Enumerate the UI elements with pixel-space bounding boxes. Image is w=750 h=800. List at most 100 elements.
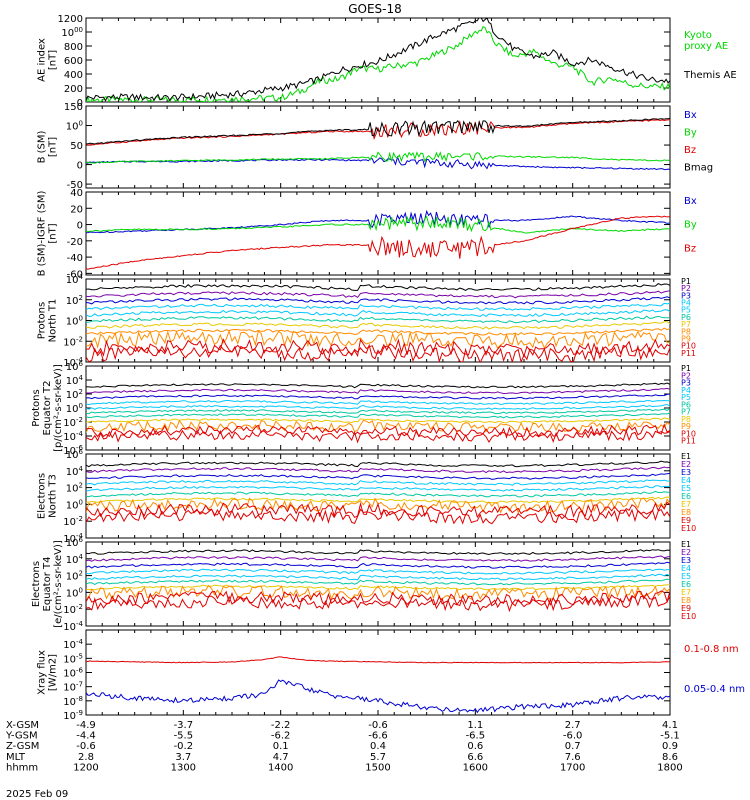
legend-label: By [684,128,697,139]
y-tick-label: -60 [67,269,83,280]
series-line-p7 [86,321,670,330]
y-tick-label: 10-4 [63,532,83,545]
y-tick-label: 102 [66,570,83,583]
y-tick-label: 10-4 [63,430,83,443]
y-tick-label: 10-4 [63,620,83,633]
y-tick-label: 100 [66,586,83,599]
plot-area [86,382,670,444]
y-tick-label: 10-5 [63,652,83,665]
plot-area [86,460,670,525]
series-legend-label: P9 [681,334,691,343]
y-tick-label: 1000 [61,26,83,39]
row-value: -6.0 [563,731,583,742]
row-value: -0.6 [76,741,96,752]
series-line-p2 [86,387,670,395]
row-value: -6.2 [271,731,291,742]
series-line-p4 [86,399,670,406]
row-value: -5.5 [174,731,194,742]
y-tick-label: 104 [66,273,84,286]
y-axis-label: Xray flux [37,650,48,695]
series-line-p11 [86,429,670,444]
series-legend-label: P7 [681,320,691,329]
series-legend-label: E4 [681,564,691,573]
y-tick-label: 104 [66,374,84,387]
series-legend-label: P3 [681,379,691,388]
legend-label: 0.1-0.8 nm [684,644,739,655]
series-legend-label: P1 [681,277,691,286]
panel-frame [85,453,671,539]
series-legend-label: P4 [681,299,691,308]
series-line-p11 [86,343,670,362]
series-legend-label: P10 [681,342,696,351]
legend-label: Bz [684,243,696,254]
panel-frame [85,17,671,103]
row-value: 1400 [268,762,293,773]
row-value: 2.8 [78,752,94,763]
y-axis-label: Electrons [37,473,48,519]
series-legend-label: P11 [681,349,696,358]
series-line-e6 [86,490,670,498]
series-legend-label: P11 [681,437,696,446]
series-line-bz [86,215,670,270]
date-label: 2025 Feb 09 [6,789,68,800]
y-tick-label: 104 [66,553,84,566]
series-legend-label: P4 [681,386,691,395]
series-line-e10 [86,595,670,613]
row-value: 4.1 [662,720,678,731]
y-tick-label: -40 [67,253,83,264]
series-legend-label: E4 [681,476,691,485]
y-tick-label: 10-2 [63,335,83,348]
y-tick-label: 0 [77,221,83,232]
y-tick-label: 106 [66,360,84,373]
y-tick-label: -50 [67,180,83,191]
y-tick-label: 10-4 [63,356,83,369]
series-line-e10 [86,508,670,525]
series-line-p6 [86,408,670,415]
legend-label: Bz [684,145,696,156]
series-legend-label: P2 [681,284,691,293]
series-line-0-05-0-4-nm [86,679,670,714]
series-line-e8 [86,584,670,601]
y-tick-label: 106 [66,536,84,549]
series-line-0-1-0-8-nm [86,656,670,664]
series-line-kyoto-proxy-ae [86,26,670,102]
legend-label: Themis AE [683,70,737,81]
series-legend-label: E2 [681,460,691,469]
row-value: 1500 [365,762,390,773]
y-axis-label: B (SM)-IGRF (SM) [37,191,48,277]
series-line-p4 [86,302,670,311]
y-axis-label: [p/(cm²-s-sr-keV)] [53,364,64,452]
legend-label: Kyoto [684,30,712,41]
row-value: -4.4 [76,731,96,742]
y-axis-label: [nT] [48,137,59,157]
y-axis-label: AE index [37,38,48,82]
row-value: 5.7 [370,752,386,763]
series-line-e3 [86,561,670,569]
series-line-e2 [86,555,670,562]
series-line-by [86,215,670,234]
y-tick-label: 10-6 [63,667,83,680]
y-tick-label: 0 [77,161,83,172]
panel-frame [85,105,671,189]
y-axis-label: Protons [31,389,42,426]
row-label: Y-GSM [5,731,38,742]
y-tick-label: 102 [66,294,83,307]
panel-frame [85,191,671,276]
series-line-p7 [86,412,670,419]
y-tick-label: 100 [66,498,83,511]
series-line-p6 [86,315,670,324]
y-axis-label: North T3 [48,474,59,518]
series-line-e1 [86,549,670,556]
y-tick-label: 1200 [58,14,83,25]
y-tick-label: -20 [67,237,83,248]
y-tick-label: 10-6 [63,444,83,457]
row-value: -6.5 [466,731,486,742]
y-tick-label: 800 [64,42,83,53]
series-line-p10 [86,338,670,358]
y-tick-label: 400 [64,70,83,81]
row-value: -0.2 [174,741,194,752]
y-tick-label: 106 [66,448,84,461]
series-legend-label: P1 [681,364,691,373]
series-legend-label: P2 [681,371,691,380]
